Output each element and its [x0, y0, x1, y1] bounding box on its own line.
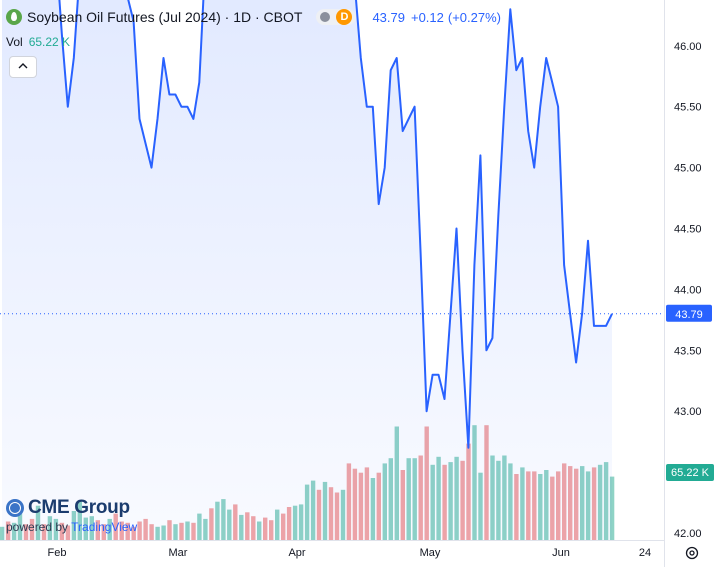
- y-tick-label: 43.00: [674, 406, 702, 418]
- x-tick-label: May: [420, 547, 441, 559]
- collapse-legend-button[interactable]: [9, 56, 37, 78]
- y-tick-label: 45.00: [674, 163, 702, 175]
- market-status-pill[interactable]: D: [316, 9, 357, 25]
- last-volume-tag: 65.22 K: [666, 464, 714, 481]
- y-tick-label: 44.00: [674, 284, 702, 296]
- y-tick-label: 44.50: [674, 224, 702, 236]
- y-tick-label: 43.50: [674, 345, 702, 357]
- price-change: +0.12: [410, 9, 444, 25]
- pill-dot-icon: [320, 12, 331, 22]
- volume-bar: [609, 476, 615, 540]
- y-tick-label: 42.00: [674, 528, 702, 540]
- price-line: [58, 0, 613, 449]
- time-axis: Feb Mar Apr May Jun 24: [48, 547, 652, 559]
- x-tick-label: Jun: [552, 547, 570, 559]
- cme-logo-text: CME Group: [28, 497, 130, 518]
- cme-globe-icon: [6, 499, 24, 517]
- chevron-up-icon: [18, 63, 28, 69]
- symbol-title[interactable]: Soybean Oil Futures (Jul 2024) · 1D · CB…: [27, 9, 303, 25]
- last-price: 43.79: [372, 9, 405, 25]
- price-change-percent: (+0.27%): [447, 9, 502, 25]
- volume-legend: Vol 65.22 K: [6, 35, 70, 49]
- x-tick-label: Feb: [48, 547, 67, 559]
- x-tick-label: Apr: [288, 547, 305, 559]
- cme-branding: CME Group powered by TradingView: [6, 497, 137, 534]
- volume-label: Vol: [6, 35, 23, 49]
- last-price-tag: 43.79: [666, 304, 712, 322]
- delayed-badge: D: [336, 9, 353, 25]
- tradingview-link[interactable]: TradingView: [71, 520, 138, 534]
- settings-icon[interactable]: [684, 545, 700, 561]
- y-tick-label: 45.50: [674, 102, 702, 114]
- powered-by[interactable]: powered by TradingView: [6, 520, 137, 534]
- powered-by-prefix: powered by: [6, 520, 69, 534]
- logo-icon: [6, 9, 22, 25]
- x-tick-label: Mar: [169, 547, 188, 559]
- price-area-fill: [2, 0, 612, 540]
- last-volume-tag-text: 65.22 K: [671, 467, 710, 479]
- volume-value: 65.22 K: [28, 35, 71, 49]
- last-price-tag-text: 43.79: [675, 309, 703, 321]
- y-tick-label: 46.00: [674, 41, 702, 53]
- price-axis: 42.0042.5043.0043.5044.0044.5045.0045.50…: [674, 41, 702, 540]
- chart-header: Soybean Oil Futures (Jul 2024) · 1D · CB…: [6, 6, 501, 28]
- x-tick-label: 24: [639, 547, 651, 559]
